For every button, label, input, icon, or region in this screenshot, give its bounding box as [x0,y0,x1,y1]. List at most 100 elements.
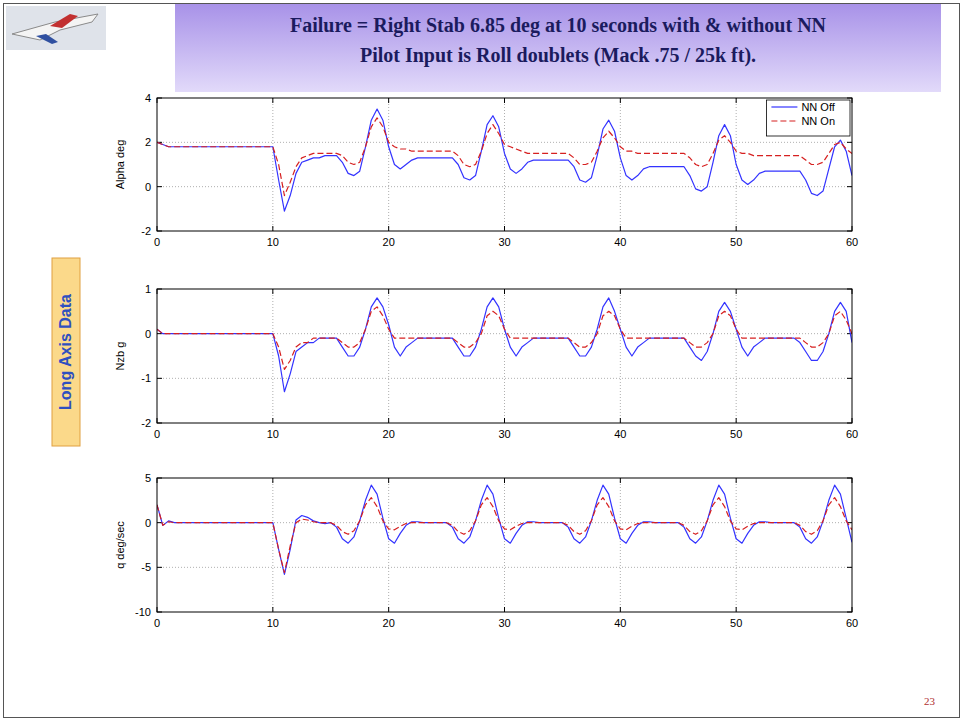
series-group [157,109,852,211]
icon-wing [50,14,78,28]
legend-box [766,100,850,136]
title-line: Failure = Right Stab 6.85 deg at 10 seco… [290,14,827,37]
y-tick-label: 0 [145,181,151,193]
grid-line [388,98,389,231]
y-tick-label: -2 [141,225,151,237]
series-group [157,298,852,392]
grid-line [736,478,737,612]
y-axis-label: q deg/sec [114,521,126,569]
grid-line [736,289,737,423]
tick-mark [736,478,737,483]
series-line [157,109,852,211]
x-tick-label: 0 [154,428,160,440]
icon-tail [36,34,58,44]
tick-mark [388,478,389,483]
tick-mark [388,98,389,103]
y-axis-label: Alpha deg [114,140,126,190]
chart: 0102030405060-10-505q deg/sec [114,472,858,629]
tick-mark [736,607,737,612]
x-tick-label: 20 [383,236,395,248]
tick-mark [847,567,852,568]
series-group [157,485,852,574]
tick-mark [620,98,621,103]
tick-mark [272,226,273,231]
title-banner [175,4,941,92]
tick-mark [272,607,273,612]
legend-label: NN Off [801,101,835,113]
tick-mark [620,607,621,612]
tick-mark [504,478,505,483]
aircraft-icon [6,6,106,50]
plot-area [157,478,852,612]
x-tick-label: 50 [730,428,742,440]
tick-mark [847,378,852,379]
y-tick-label: 4 [145,92,151,104]
x-tick-label: 40 [614,617,626,629]
series-line [157,485,852,574]
x-tick-label: 40 [614,428,626,440]
tick-mark [272,478,273,483]
tick-mark [504,607,505,612]
series-line [157,307,852,370]
x-tick-label: 30 [498,236,510,248]
grid-line [157,567,852,568]
grid-line [157,186,852,187]
grid-line [272,289,273,423]
legend-label: NN On [801,115,835,127]
x-tick-label: 30 [498,617,510,629]
tick-mark [157,522,162,523]
x-tick-label: 60 [846,236,858,248]
tick-mark [388,226,389,231]
legend: NN Off NN On [766,100,850,136]
grid-line [388,289,389,423]
legend-swatch [771,120,797,121]
x-tick-label: 0 [154,617,160,629]
x-tick-label: 20 [383,428,395,440]
y-tick-label: 2 [145,136,151,148]
tick-mark [388,607,389,612]
slide: Failure = Right Stab 6.85 deg at 10 seco… [0,0,963,721]
tick-mark [847,186,852,187]
tick-mark [736,418,737,423]
grid-line [620,478,621,612]
y-tick-label: 1 [145,283,151,295]
legend-swatch [771,106,797,107]
tick-mark [157,378,162,379]
y-tick-label: 5 [145,472,151,484]
grid-line [272,98,273,231]
x-tick-label: 60 [846,617,858,629]
tick-mark [272,418,273,423]
plot-frame [157,478,852,612]
tick-mark [272,289,273,294]
grid-line [504,289,505,423]
chart: 0102030405060-2-101Nzb g [114,283,858,440]
grid-line [504,478,505,612]
tick-mark [157,333,162,334]
tick-mark [504,98,505,103]
tick-mark [388,289,389,294]
tick-mark [620,478,621,483]
icon-body [12,14,98,40]
x-tick-label: 50 [730,236,742,248]
grid-line [620,98,621,231]
tick-mark [504,289,505,294]
series-line [157,118,852,196]
y-tick-label: -1 [141,372,151,384]
side-label-box [52,258,80,446]
series-line [157,498,852,573]
x-tick-label: 50 [730,617,742,629]
slide-frame [4,4,960,718]
y-tick-label: 0 [145,517,151,529]
tick-mark [736,226,737,231]
grid-line [272,478,273,612]
grid-line [157,142,852,143]
y-tick-label: -5 [141,561,151,573]
series-line [157,298,852,392]
tick-mark [388,418,389,423]
x-tick-label: 40 [614,236,626,248]
tick-mark [736,289,737,294]
title-line: Pilot Input is Roll doublets (Mack .75 /… [360,44,756,67]
x-tick-label: 10 [267,236,279,248]
grid-line [620,289,621,423]
tick-mark [620,226,621,231]
